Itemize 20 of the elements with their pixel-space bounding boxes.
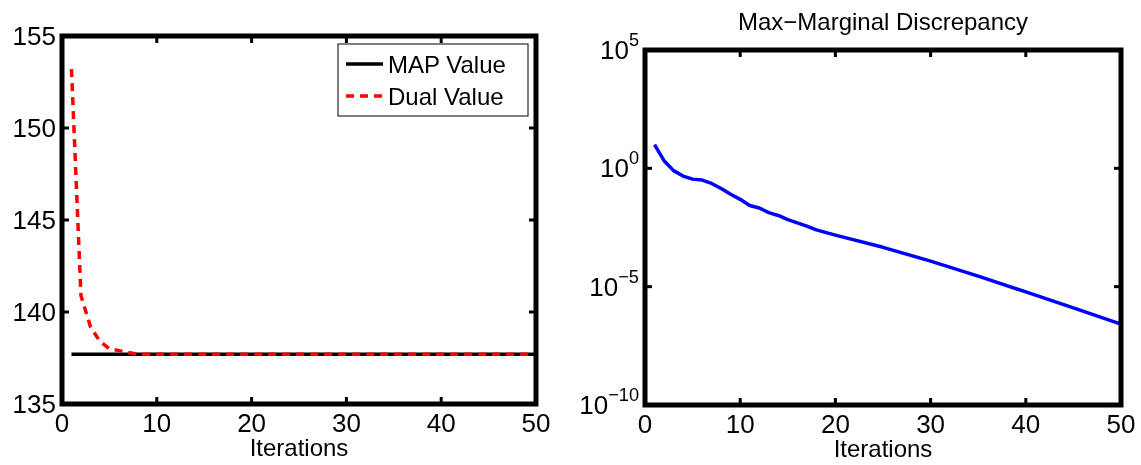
x-tick-label: 40 [1011, 409, 1041, 439]
x-tick-label: 10 [725, 409, 755, 439]
y-tick-label: 150 [12, 113, 56, 143]
y-tick-label: 145 [12, 205, 56, 235]
y-tick-label: 140 [12, 297, 56, 327]
x-tick-label: 10 [142, 408, 172, 438]
x-tick-label: 50 [1106, 409, 1136, 439]
y-tick-label: 10$^{5}$ [599, 30, 639, 65]
legend-label: Dual Value [388, 82, 504, 110]
x-tick-label: 50 [521, 408, 551, 438]
legend-label: MAP Value [388, 50, 506, 78]
y-tick-label: 10$^{0}$ [599, 148, 639, 184]
y-tick-label: 155 [12, 21, 56, 51]
x-tick-label: 40 [426, 408, 456, 438]
y-tick-label: 10$^{−5}$ [589, 266, 639, 302]
x-tick-label: 0 [54, 408, 70, 438]
y-tick-label: 10$^{−10}$ [579, 385, 639, 420]
chart-title: Max−Marginal Discrepancy [737, 8, 1029, 35]
y-tick-label: 135 [12, 389, 56, 419]
x-tick-label: 0 [637, 409, 653, 439]
